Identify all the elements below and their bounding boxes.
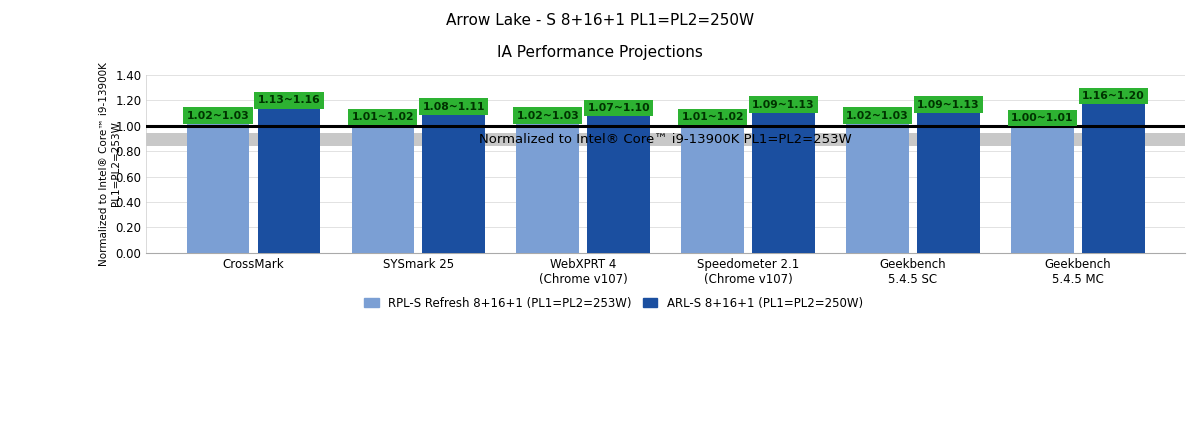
Bar bbox=[587, 115, 650, 253]
Bar bbox=[1012, 125, 1074, 253]
Text: 1.02~1.03: 1.02~1.03 bbox=[846, 111, 908, 120]
Text: 1.09~1.13: 1.09~1.13 bbox=[752, 100, 815, 110]
Bar bbox=[752, 112, 815, 253]
Bar bbox=[422, 114, 485, 253]
Text: 1.13~1.16: 1.13~1.16 bbox=[258, 95, 320, 105]
Text: IA Performance Projections: IA Performance Projections bbox=[497, 45, 703, 59]
Bar bbox=[917, 112, 979, 253]
Bar bbox=[258, 107, 320, 253]
Bar bbox=[682, 124, 744, 253]
Bar bbox=[1082, 101, 1145, 103]
Y-axis label: Normalized to Intel® Core™ i9-13900K
PL1=PL2=253W: Normalized to Intel® Core™ i9-13900K PL1… bbox=[98, 62, 121, 266]
Text: 1.02~1.03: 1.02~1.03 bbox=[516, 111, 580, 120]
Text: 1.02~1.03: 1.02~1.03 bbox=[187, 111, 250, 120]
Text: 1.01~1.02: 1.01~1.02 bbox=[682, 112, 744, 122]
Bar bbox=[187, 121, 250, 123]
Text: 1.08~1.11: 1.08~1.11 bbox=[422, 102, 485, 112]
Bar bbox=[352, 122, 414, 124]
Bar bbox=[587, 113, 650, 115]
Text: 1.01~1.02: 1.01~1.02 bbox=[352, 112, 414, 122]
Bar bbox=[352, 124, 414, 253]
Bar bbox=[1012, 123, 1074, 125]
Bar bbox=[516, 123, 580, 253]
Text: Arrow Lake - S 8+16+1 PL1=PL2=250W: Arrow Lake - S 8+16+1 PL1=PL2=250W bbox=[446, 13, 754, 28]
Bar bbox=[146, 133, 1186, 145]
Bar bbox=[258, 106, 320, 107]
Bar bbox=[846, 123, 908, 253]
Text: 1.07~1.10: 1.07~1.10 bbox=[587, 103, 650, 113]
Text: 1.16~1.20: 1.16~1.20 bbox=[1082, 91, 1145, 101]
Bar bbox=[682, 122, 744, 124]
Bar bbox=[516, 121, 580, 123]
Text: 1.00~1.01: 1.00~1.01 bbox=[1012, 113, 1074, 123]
Text: Normalized to Intel® Core™ i9-13900K PL1=PL2=253W: Normalized to Intel® Core™ i9-13900K PL1… bbox=[479, 133, 852, 146]
Text: 1.09~1.13: 1.09~1.13 bbox=[917, 100, 979, 110]
Bar bbox=[752, 110, 815, 112]
Legend: RPL-S Refresh 8+16+1 (PL1=PL2=253W), ARL-S 8+16+1 (PL1=PL2=250W): RPL-S Refresh 8+16+1 (PL1=PL2=253W), ARL… bbox=[360, 292, 868, 314]
Bar bbox=[1082, 103, 1145, 253]
Bar bbox=[846, 121, 908, 123]
Bar bbox=[422, 112, 485, 114]
Bar bbox=[917, 110, 979, 112]
Bar bbox=[187, 123, 250, 253]
